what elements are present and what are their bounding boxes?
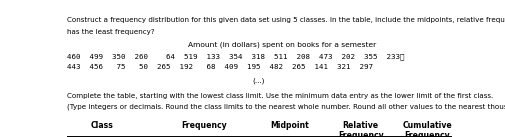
Text: (Type integers or decimals. Round the class limits to the nearest whole number. : (Type integers or decimals. Round the cl…	[67, 104, 505, 110]
Text: 460  499  350  260    64  519  133  354  318  511  208  473  202  355  233④: 460 499 350 260 64 519 133 354 318 511 2…	[67, 53, 405, 60]
Text: Cumulative
Frequency: Cumulative Frequency	[402, 121, 452, 137]
Text: Relative
Frequency: Relative Frequency	[338, 121, 383, 137]
Text: Frequency: Frequency	[181, 121, 227, 129]
Text: (...): (...)	[252, 77, 265, 84]
Text: 443  456   75   50  265  192   68  409  195  482  265  141  321  297: 443 456 75 50 265 192 68 409 195 482 265…	[67, 64, 373, 70]
Text: has the least frequency?: has the least frequency?	[67, 29, 155, 35]
Text: Amount (in dollars) spent on books for a semester: Amount (in dollars) spent on books for a…	[188, 42, 377, 48]
Text: Construct a frequency distribution for this given data set using 5 classes. In t: Construct a frequency distribution for t…	[67, 18, 505, 23]
Text: Complete the table, starting with the lowest class limit. Use the minimum data e: Complete the table, starting with the lo…	[67, 93, 493, 99]
Text: Midpoint: Midpoint	[271, 121, 310, 129]
Text: Class: Class	[91, 121, 114, 129]
